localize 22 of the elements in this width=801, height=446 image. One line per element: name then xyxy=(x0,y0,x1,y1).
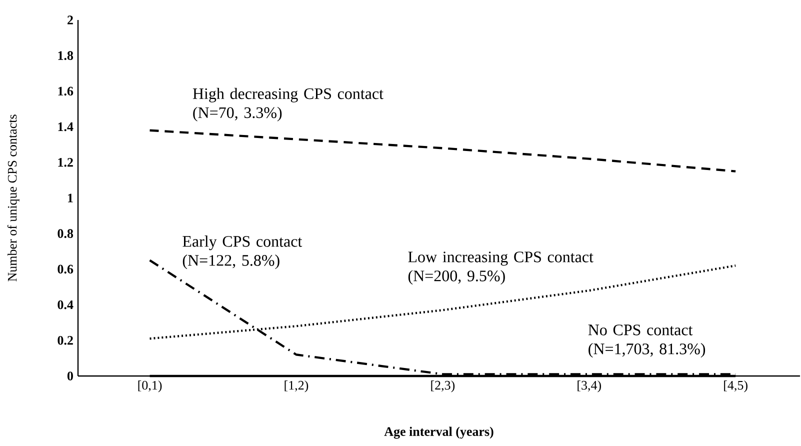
y-tick-label: 0.6 xyxy=(58,264,74,274)
y-tick-label: 1.6 xyxy=(58,86,74,96)
y-tick-label: 2 xyxy=(68,16,73,24)
x-tick-label: [3,4) xyxy=(578,380,602,392)
y-tick-label: 1.8 xyxy=(58,51,74,60)
y-tick-label: 0.8 xyxy=(58,229,74,238)
y-tick-label: 1.4 xyxy=(58,122,74,132)
series-label: Early CPS contact (N=122, 5.8%) xyxy=(182,236,302,270)
y-tick-label: 0.2 xyxy=(58,336,73,345)
y-tick-label: 0.4 xyxy=(58,300,74,310)
x-tick-label: [2,3) xyxy=(431,380,455,392)
series-label: High decreasing CPS contact (N=70, 3.3%) xyxy=(192,88,384,122)
series-label: Low increasing CPS contact (N=200, 9.5%) xyxy=(408,252,594,285)
x-axis-title: Age interval (years) xyxy=(384,426,494,439)
y-tick-label: 0 xyxy=(67,372,73,380)
x-tick-label: [0,1) xyxy=(138,380,162,392)
y-tick-label: 1 xyxy=(68,194,73,202)
y-axis-title: Number of unique CPS contacts xyxy=(7,114,20,282)
y-tick-label: 1.2 xyxy=(58,158,73,167)
series-label: No CPS contact (N=1,703, 81.3%) xyxy=(588,324,706,358)
x-tick-label: [4,5) xyxy=(724,380,748,392)
x-tick-label: [1,2) xyxy=(284,380,308,392)
